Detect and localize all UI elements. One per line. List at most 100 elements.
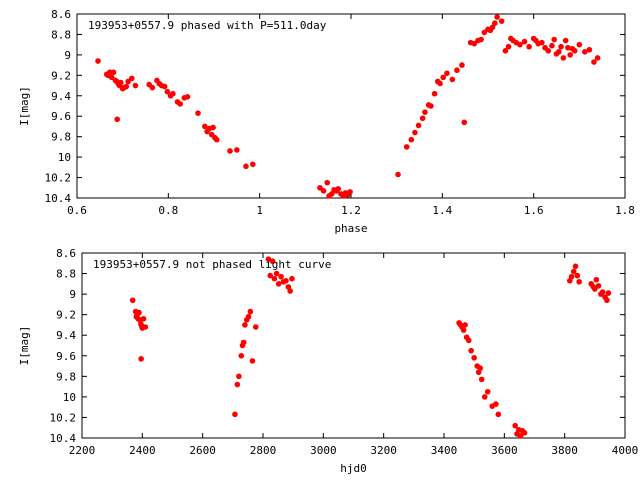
top-plot: 0.6 0.8 1 1.2 1.4 1.6 1.8 8.6 8.8 9 9.2 9.4 9.6 9.8 10… [18, 8, 635, 235]
top-plot-data-point [539, 39, 545, 46]
top-plot-data-point [149, 84, 156, 91]
bottom-plot-data-point [245, 313, 252, 320]
bottom-plot-data-point [460, 327, 467, 333]
bottom-plot-data-point [278, 273, 284, 280]
top-plot-data-point [494, 14, 500, 20]
bottom-plot-ytick-label: 9 [69, 288, 76, 301]
bottom-plot-data-point [252, 324, 259, 330]
top-plot-xtick-label: 1.2 [341, 204, 361, 217]
top-plot-data-point [412, 129, 418, 136]
top-plot-ytick-label: 9.4 [51, 90, 71, 103]
bottom-plot-xtick-label: 2400 [129, 444, 156, 457]
top-plot-data-point [560, 55, 567, 61]
bottom-plot-ytick-label: 9.4 [56, 329, 76, 342]
top-plot-data-point [521, 38, 528, 45]
bottom-plot-data-point [242, 322, 248, 328]
top-plot-data-point [505, 43, 512, 50]
top-plot-data-point [582, 49, 588, 55]
bottom-plot-xtick-label: 3800 [551, 444, 578, 457]
top-plot-data-point [329, 191, 335, 197]
top-plot-data-point [526, 43, 532, 50]
bottom-plot-data-point [517, 433, 524, 439]
bottom-plot-data-point [140, 315, 147, 322]
bottom-plot-data-point [142, 324, 149, 330]
bottom-plot-data-point [275, 281, 282, 287]
bottom-plot-xlabel: hjd0 [340, 462, 367, 475]
top-plot-data-point [431, 90, 438, 97]
bottom-plot-data-point [273, 270, 280, 277]
top-plot-data-point [492, 20, 498, 27]
top-plot-data-point [428, 103, 434, 109]
bottom-plot-data-point [471, 355, 477, 361]
bottom-plot-ytick-label: 8.6 [56, 247, 76, 260]
top-plot-data-point [449, 76, 456, 83]
top-plot-data-point [108, 74, 115, 81]
top-plot-ytick-label: 10.2 [45, 172, 72, 185]
bottom-plot-title: 193953+0557.9 not phased light curve [93, 258, 331, 271]
bottom-plot-data-point [576, 278, 582, 285]
top-plot-ytick-label: 10.4 [45, 192, 72, 205]
top-plot-data-point [454, 67, 460, 74]
bottom-plot-ytick-label: 10 [63, 391, 76, 404]
top-plot-data-point [422, 109, 428, 115]
top-plot-data-point [549, 42, 555, 49]
bottom-plot-ytick-label: 9.2 [56, 309, 76, 322]
bottom-plot-frame [81, 252, 626, 439]
bottom-plot-xtick-label: 2200 [69, 444, 96, 457]
top-plot-data-point [555, 49, 562, 55]
bottom-plot-data-point [477, 365, 484, 371]
top-plot-data-point [118, 79, 124, 86]
top-plot-ytick-label: 10 [58, 151, 71, 164]
top-plot-ytick-label: 9.8 [51, 131, 71, 144]
bottom-plot-ytick-label: 9.6 [56, 350, 76, 363]
top-plot-ylabel: I[mag] [18, 86, 31, 126]
top-plot-data-point [594, 55, 601, 61]
bottom-plot-data-point [521, 430, 528, 436]
bottom-plot-data-point [574, 272, 581, 279]
top-plot-data-point [114, 116, 120, 123]
top-plot-data-point [415, 122, 422, 129]
top-plot-data-point [202, 123, 208, 130]
top-plot-xtick-label: 1.8 [615, 204, 635, 217]
bottom-plot-data-point [495, 411, 502, 418]
bottom-plot-data-point [604, 297, 610, 304]
bottom-plot-data-point [249, 358, 256, 364]
top-plot-data-point [317, 184, 323, 191]
top-plot-data-point [562, 37, 569, 44]
top-plot-data-point [395, 171, 401, 178]
bottom-plot-data-point [570, 268, 577, 275]
top-plot-data-point [213, 136, 220, 143]
bottom-plot-data-point [283, 277, 289, 284]
top-plot-data-point [195, 110, 201, 116]
top-plot-data-point [481, 29, 488, 36]
bottom-plot-ytick-label: 10.2 [50, 411, 77, 424]
bottom-plot-data-point [247, 308, 254, 315]
top-plot-data-point [489, 24, 496, 31]
top-plot-data-point [125, 78, 131, 85]
top-plot-data-point [250, 161, 256, 168]
bottom-plot-data-point [572, 263, 579, 270]
bottom-plot-ylabel: I[mag] [18, 326, 31, 366]
top-plot-data-point [478, 36, 484, 43]
bottom-plot-data-point [568, 273, 575, 280]
top-plot-ytick-label: 8.6 [51, 8, 71, 21]
bottom-plot-data-point [238, 352, 245, 359]
bottom-plot-xtick-label: 3000 [310, 444, 337, 457]
top-plot-data-point [558, 43, 564, 50]
bottom-plot-xtick-label: 4000 [612, 444, 639, 457]
top-plot-xtick-label: 1.6 [524, 204, 544, 217]
top-plot-data-point [502, 48, 509, 54]
top-plot-data-point [210, 124, 216, 131]
bottom-plot-data-point [605, 290, 612, 296]
bottom-plot: 2200 2400 2600 2800 3000 3200 3400 3600 3800 4000… [18, 247, 638, 475]
bottom-plot-data-point [493, 401, 499, 407]
bottom-plot-data-point [232, 411, 238, 418]
top-plot-xtick-label: 1.4 [432, 204, 452, 217]
top-plot-xtick-label: 0.6 [67, 204, 87, 217]
top-plot-data-point [335, 186, 342, 192]
bottom-plot-data-point [136, 309, 142, 316]
top-plot-data-point [408, 136, 415, 143]
top-plot-data-point [591, 59, 597, 65]
